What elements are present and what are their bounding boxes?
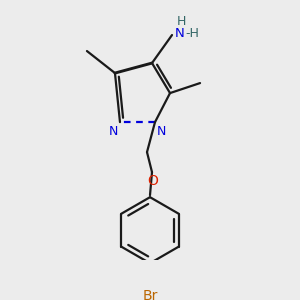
Text: O: O: [148, 174, 158, 188]
Text: N: N: [109, 125, 118, 138]
Text: Br: Br: [142, 289, 158, 300]
Text: H: H: [177, 14, 186, 28]
Text: -H: -H: [185, 26, 199, 40]
Text: N: N: [175, 26, 185, 40]
Text: N: N: [157, 125, 166, 138]
